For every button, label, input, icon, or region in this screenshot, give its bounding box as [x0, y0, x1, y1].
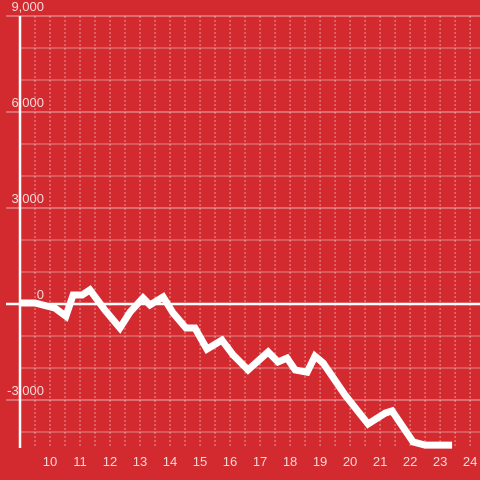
x-tick-label: 20: [343, 454, 357, 469]
x-tick-label: 17: [253, 454, 267, 469]
x-tick-label: 18: [283, 454, 297, 469]
x-tick-label: 10: [43, 454, 57, 469]
x-tick-label: 11: [73, 454, 87, 469]
x-tick-label: 15: [193, 454, 207, 469]
x-tick-label: 14: [163, 454, 177, 469]
y-tick-label: 9,000: [11, 0, 44, 14]
x-tick-label: 24: [463, 454, 477, 469]
y-tick-label: 3,000: [11, 191, 44, 206]
y-tick-label: 6,000: [11, 95, 44, 110]
x-tick-label: 19: [313, 454, 327, 469]
x-tick-label: 23: [433, 454, 447, 469]
x-tick-label: 12: [103, 454, 117, 469]
y-tick-label: -3,000: [7, 383, 44, 398]
x-tick-label: 13: [133, 454, 147, 469]
x-tick-label: 21: [373, 454, 387, 469]
line: [20, 285, 453, 449]
x-tick-label: 22: [403, 454, 417, 469]
y-tick-label: 0: [37, 287, 44, 302]
x-tick-label: 16: [223, 454, 237, 469]
